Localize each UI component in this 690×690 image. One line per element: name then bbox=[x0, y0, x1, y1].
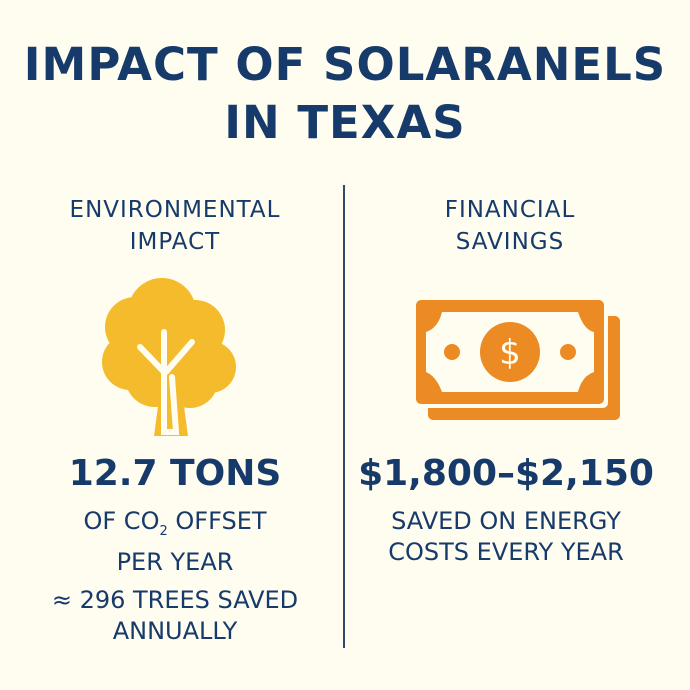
trees-line-1: ≈ 296 TREES SAVED bbox=[51, 586, 299, 614]
desc-text: OFFSET bbox=[167, 507, 267, 535]
environmental-heading: ENVIRONMENTAL IMPACT bbox=[20, 194, 330, 258]
tree-icon bbox=[102, 278, 236, 436]
subscript: 2 bbox=[159, 523, 168, 539]
heading-line: SAVINGS bbox=[455, 229, 565, 255]
page-title: IMPACT OF SOLARANELS IN TEXAS bbox=[0, 36, 690, 152]
money-bill-icon: $ bbox=[412, 296, 620, 420]
trees-line-2: ANNUALLY bbox=[112, 617, 238, 645]
heading-line: IMPACT bbox=[129, 229, 221, 255]
co2-value: 12.7 TONS bbox=[68, 453, 282, 494]
co2-description-line-1: OF CO2 OFFSET bbox=[20, 506, 330, 547]
financial-heading: FINANCIAL SAVINGS bbox=[350, 194, 670, 258]
savings-value: $1,800–$2,150 bbox=[358, 453, 654, 494]
heading-line: ENVIRONMENTAL bbox=[69, 197, 281, 223]
co2-description-line-2: PER YEAR bbox=[116, 547, 234, 576]
heading-line: FINANCIAL bbox=[444, 197, 576, 223]
savings-description: SAVED ON ENERGY COSTS EVERY YEAR bbox=[346, 506, 666, 568]
column-divider bbox=[343, 185, 345, 648]
desc-text: OF CO bbox=[83, 507, 160, 535]
savings-line-1: SAVED ON ENERGY bbox=[391, 507, 621, 535]
svg-text:$: $ bbox=[499, 333, 521, 373]
co2-description: OF CO2 OFFSET PER YEAR bbox=[20, 506, 330, 578]
title-line-1: IMPACT OF SOLARANELS bbox=[23, 38, 667, 91]
savings-line-2: COSTS EVERY YEAR bbox=[388, 538, 624, 566]
trees-equivalent: ≈ 296 TREES SAVED ANNUALLY bbox=[20, 585, 330, 647]
title-line-2: IN TEXAS bbox=[224, 96, 466, 149]
